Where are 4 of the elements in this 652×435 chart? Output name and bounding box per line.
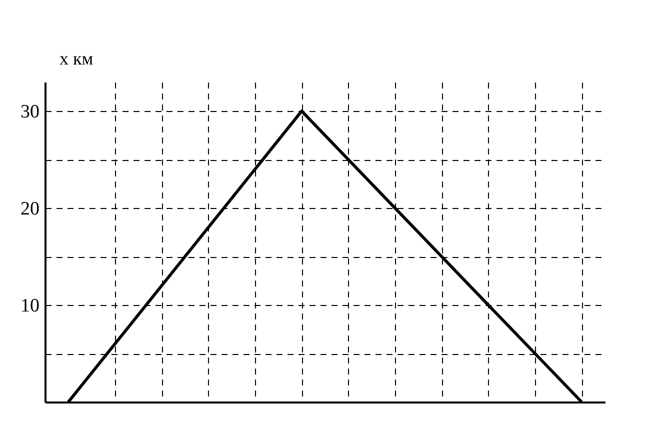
- y-tick-label: 30: [20, 102, 40, 123]
- y-tick-label: 10: [20, 296, 40, 317]
- y-tick-label: 20: [20, 198, 40, 220]
- y-axis-title: x км: [60, 48, 94, 68]
